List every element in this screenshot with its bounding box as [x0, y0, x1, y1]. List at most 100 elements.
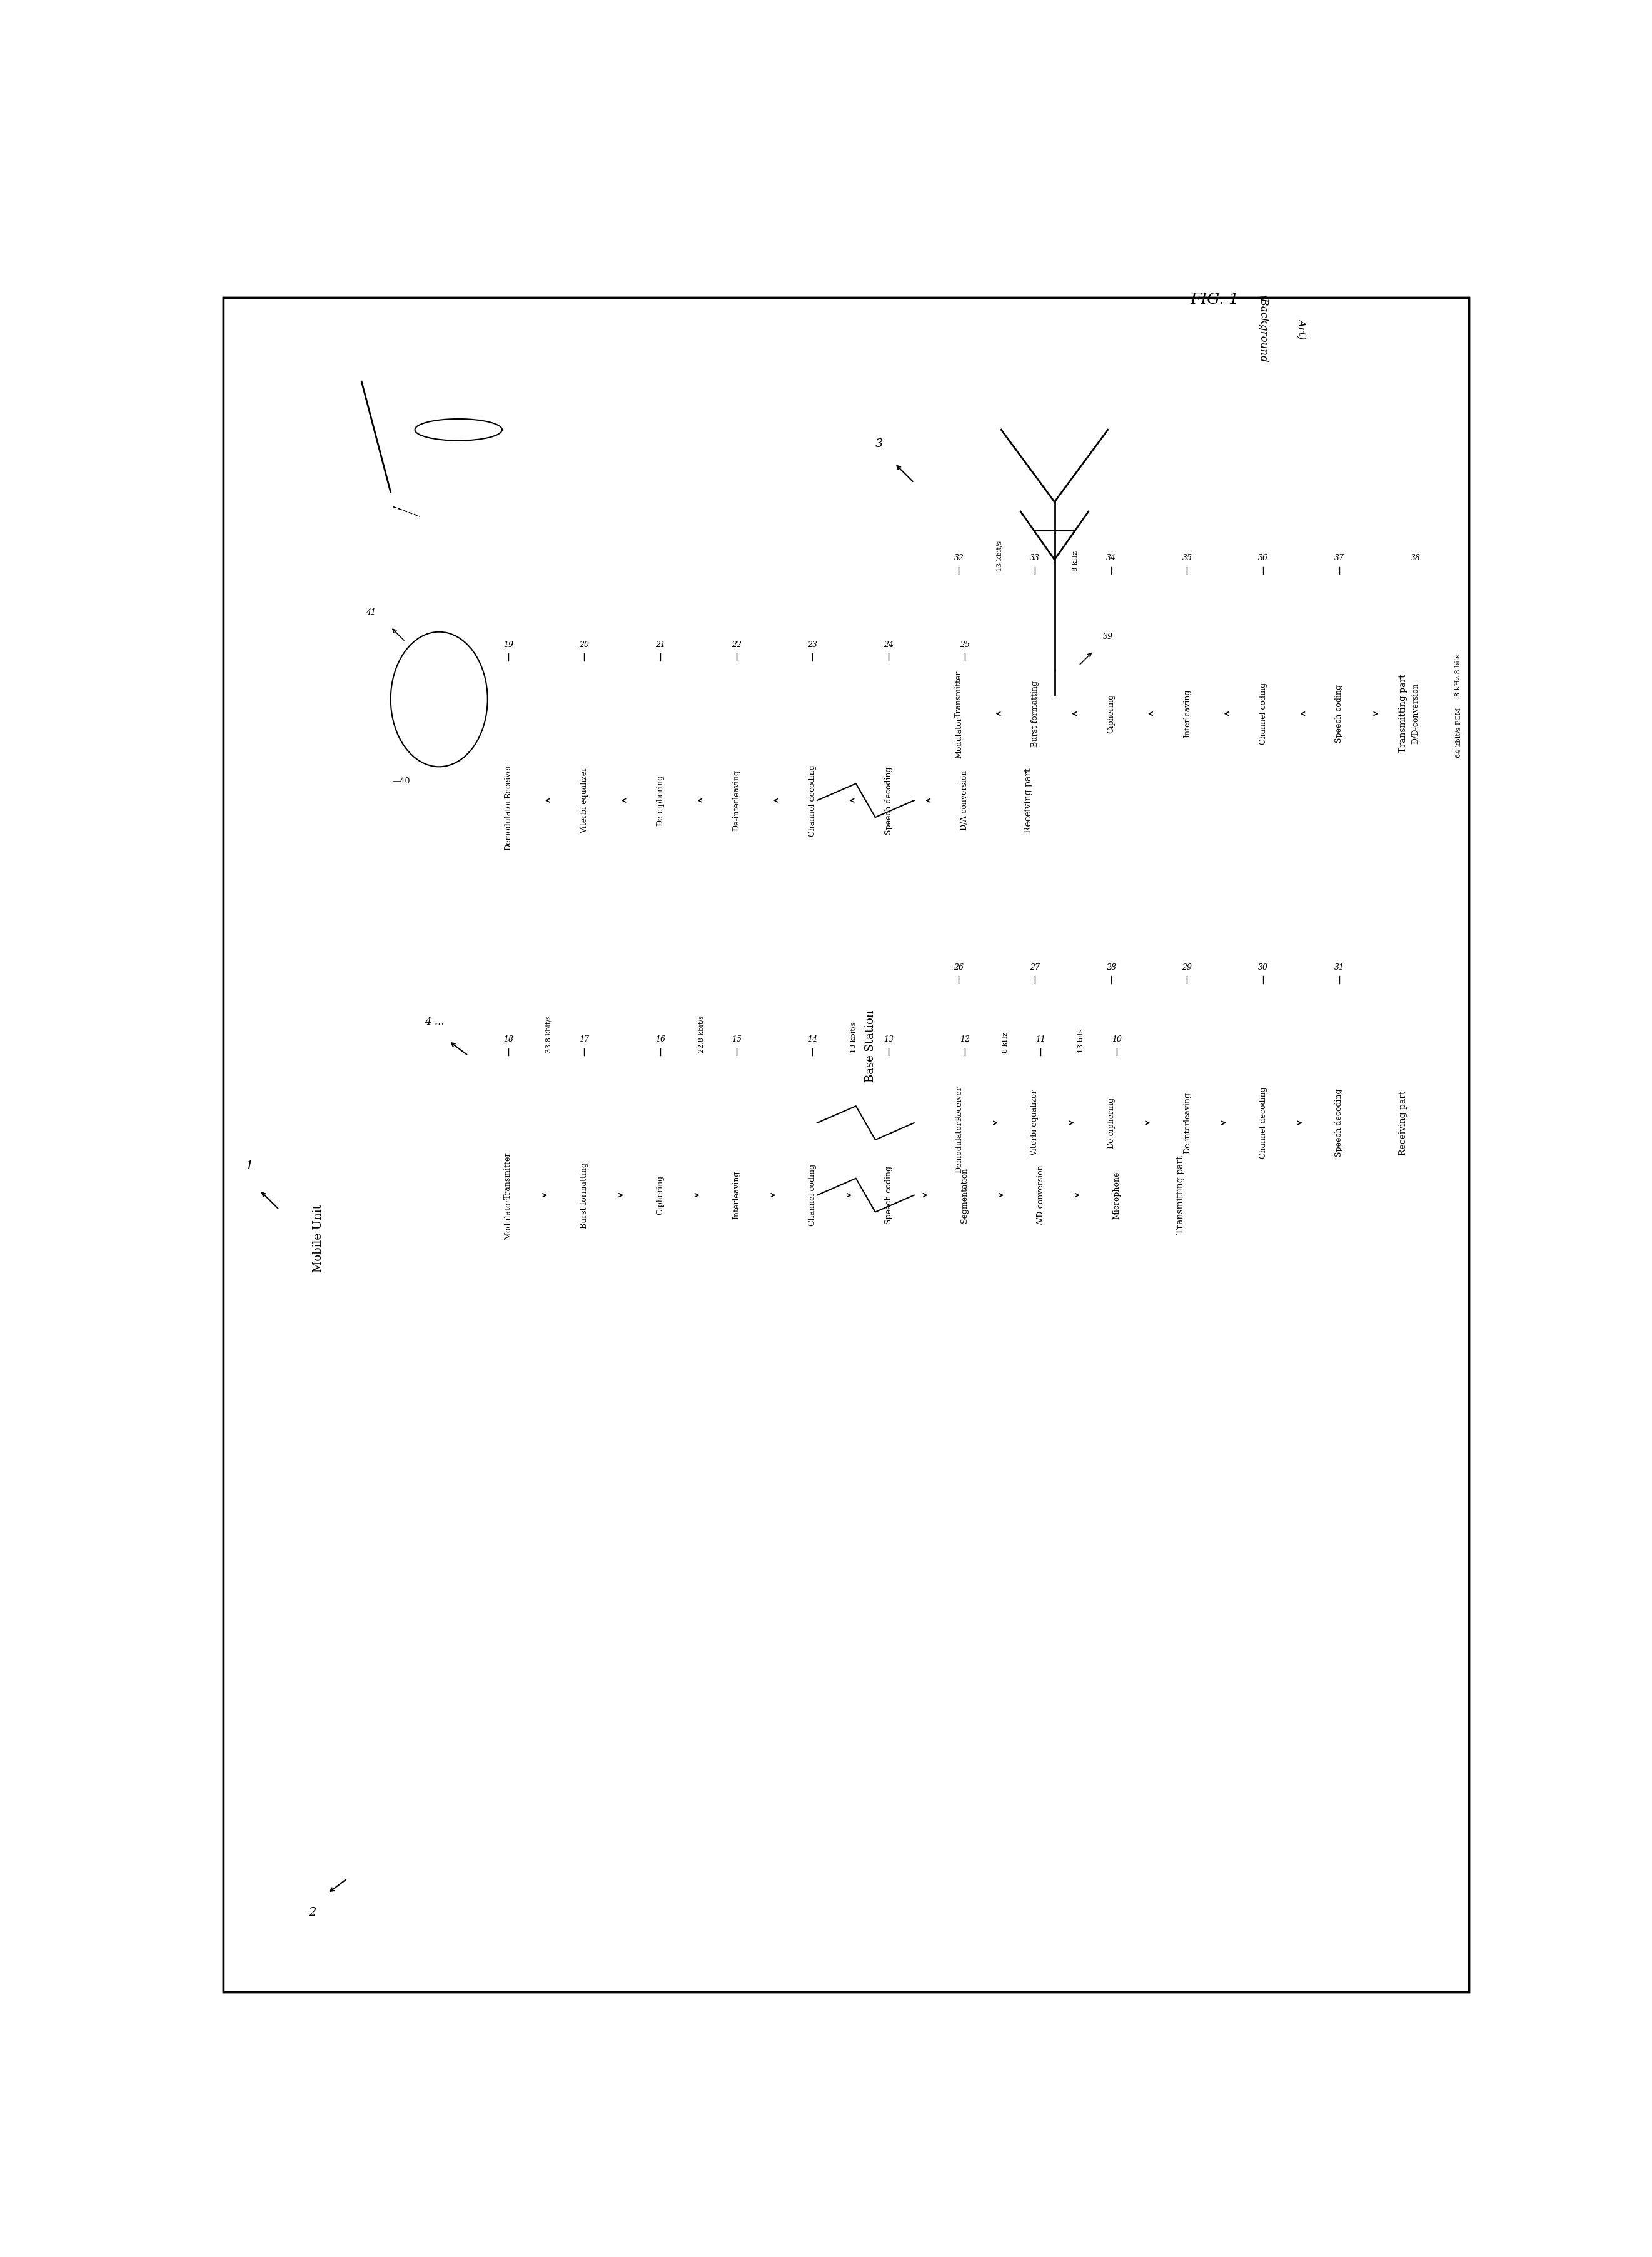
Text: De-ciphering: De-ciphering	[656, 774, 664, 826]
Text: Transmitter: Transmitter	[504, 1153, 512, 1198]
Bar	[472, 661, 544, 939]
Text: 29: 29	[1183, 964, 1193, 971]
Bar	[700, 661, 771, 939]
Text: A/D-conversion: A/D-conversion	[1037, 1165, 1044, 1226]
Text: Burst formatting: Burst formatting	[1031, 682, 1039, 747]
Text: 31: 31	[1335, 964, 1345, 971]
Bar	[1227, 984, 1298, 1262]
Text: 22: 22	[732, 641, 742, 648]
Text: 10: 10	[1112, 1036, 1122, 1043]
Text: 19: 19	[504, 641, 514, 648]
Text: Viterbi equalizer: Viterbi equalizer	[1031, 1090, 1039, 1156]
Bar	[923, 573, 995, 853]
Text: 38: 38	[1411, 553, 1421, 562]
Text: 15: 15	[732, 1036, 742, 1043]
Text: 13 kbit/s: 13 kbit/s	[851, 1022, 856, 1054]
Text: 13 kbit/s: 13 kbit/s	[996, 542, 1003, 571]
Bar	[930, 661, 999, 939]
Text: 18: 18	[504, 1036, 514, 1043]
Text: 8 kHz 8 bits: 8 kHz 8 bits	[1455, 655, 1462, 697]
Bar	[1006, 1056, 1075, 1334]
FancyBboxPatch shape	[325, 384, 824, 1819]
Text: 34: 34	[1105, 553, 1117, 562]
Text: Transmitter: Transmitter	[955, 670, 963, 718]
Text: 8 kHz: 8 kHz	[1072, 551, 1079, 571]
Bar	[923, 984, 995, 1262]
Text: (Background: (Background	[1257, 296, 1269, 363]
Text: Interleaving: Interleaving	[1183, 688, 1191, 738]
Text: Transmitting part: Transmitting part	[1176, 1156, 1184, 1235]
Text: Channel decoding: Channel decoding	[808, 765, 816, 837]
Text: Channel coding: Channel coding	[808, 1165, 816, 1226]
Text: 25: 25	[960, 641, 970, 648]
Ellipse shape	[390, 632, 487, 767]
Text: —40: —40	[392, 776, 410, 785]
Bar	[1379, 573, 1450, 853]
Text: Receiver: Receiver	[504, 763, 512, 799]
Ellipse shape	[415, 420, 502, 440]
Text: Channel decoding: Channel decoding	[1259, 1088, 1267, 1158]
Text: 14: 14	[808, 1036, 818, 1043]
Bar	[999, 573, 1070, 853]
Text: De-interleaving: De-interleaving	[732, 770, 740, 831]
Text: De-interleaving: De-interleaving	[1183, 1092, 1191, 1153]
Text: Receiving part: Receiving part	[1399, 1090, 1408, 1156]
Text: 39: 39	[1104, 632, 1113, 641]
Text: 12: 12	[960, 1036, 970, 1043]
Text: 37: 37	[1335, 553, 1345, 562]
Bar	[472, 1056, 544, 1334]
Text: D/D-conversion: D/D-conversion	[1411, 684, 1419, 745]
Bar	[1151, 984, 1222, 1262]
Text: 28: 28	[1105, 964, 1117, 971]
Text: Receiver: Receiver	[955, 1086, 963, 1122]
Bar	[1075, 573, 1146, 853]
Text: Ciphering: Ciphering	[656, 1176, 664, 1214]
Text: Viterbi equalizer: Viterbi equalizer	[580, 767, 588, 833]
Text: Speech decoding: Speech decoding	[1335, 1088, 1343, 1158]
Text: Modulator: Modulator	[955, 718, 963, 758]
Text: Modulator: Modulator	[504, 1198, 512, 1239]
Text: 32: 32	[953, 553, 963, 562]
Text: 23: 23	[808, 641, 818, 648]
Bar	[778, 661, 847, 939]
Ellipse shape	[1082, 1070, 1151, 1320]
Text: 17: 17	[580, 1036, 590, 1043]
Bar	[1151, 573, 1222, 853]
Bar	[854, 1056, 923, 1334]
Bar	[930, 1056, 999, 1334]
Text: Channel coding: Channel coding	[1259, 682, 1267, 745]
Text: 24: 24	[884, 641, 894, 648]
Text: Base Station: Base Station	[864, 1009, 876, 1081]
Bar	[1075, 984, 1146, 1262]
Bar	[1227, 573, 1298, 853]
Text: 26: 26	[953, 964, 963, 971]
Bar	[548, 1056, 620, 1334]
Text: D/A conversion: D/A conversion	[960, 770, 968, 831]
Text: Receiver: Receiver	[421, 695, 456, 704]
Bar	[624, 661, 695, 939]
Text: 8 kHz: 8 kHz	[1003, 1031, 1008, 1054]
Text: 41: 41	[367, 609, 377, 616]
FancyBboxPatch shape	[463, 1783, 823, 1946]
Text: De-ciphering: De-ciphering	[1107, 1097, 1115, 1149]
Ellipse shape	[826, 517, 1447, 1528]
Text: Receiving part: Receiving part	[1024, 767, 1032, 833]
Text: Art): Art)	[1297, 318, 1307, 339]
Text: Speech coding: Speech coding	[884, 1167, 892, 1223]
Bar	[854, 661, 923, 939]
Text: Demodulator: Demodulator	[955, 1122, 963, 1174]
Text: 21: 21	[656, 641, 666, 648]
Text: 35: 35	[1183, 553, 1193, 562]
Text: Transmitting part: Transmitting part	[1399, 675, 1408, 754]
Text: 20: 20	[580, 641, 590, 648]
Bar	[1303, 573, 1374, 853]
Text: 30: 30	[1259, 964, 1269, 971]
Text: 13: 13	[884, 1036, 894, 1043]
Text: 33: 33	[1029, 553, 1039, 562]
Text: 13 bits: 13 bits	[1079, 1029, 1085, 1054]
Text: 36: 36	[1259, 553, 1269, 562]
Bar	[778, 1056, 847, 1334]
Bar	[999, 984, 1070, 1262]
Text: Ciphering: Ciphering	[1107, 693, 1115, 734]
Text: 64 kbit/s PCM: 64 kbit/s PCM	[1455, 709, 1462, 758]
